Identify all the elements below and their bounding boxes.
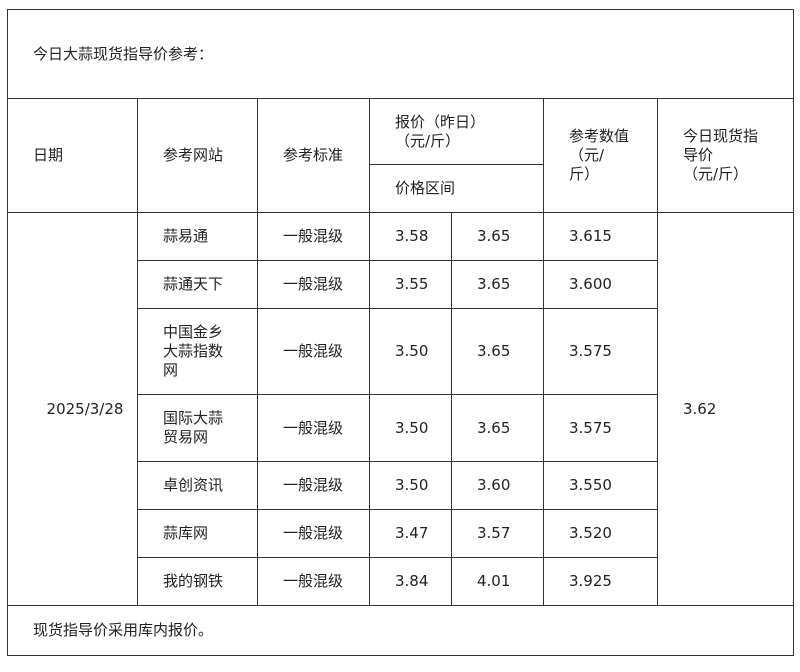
header-quote: 报价（昨日） （元/斤） (369, 98, 544, 165)
table-row: 中国金乡 大蒜指数 网 一般混级 3.50 3.65 3.575 (8, 308, 794, 395)
ref-value-cell: 3.550 (543, 461, 658, 510)
table-footnote: 现货指导价采用库内报价。 (6, 605, 795, 656)
low-price-cell: 3.55 (369, 260, 452, 309)
high-price-cell: 3.57 (451, 509, 544, 558)
low-price-cell: 3.50 (369, 308, 452, 395)
low-price-cell: 3.84 (369, 557, 452, 606)
high-price-cell: 3.60 (451, 461, 544, 510)
table-row: 卓创资讯 一般混级 3.50 3.60 3.550 (8, 461, 794, 510)
site-cell: 蒜易通 (137, 212, 258, 261)
site-cell: 蒜通天下 (137, 260, 258, 309)
low-price-cell: 3.47 (369, 509, 452, 558)
site-cell: 我的钢铁 (137, 557, 258, 606)
standard-cell: 一般混级 (257, 394, 370, 462)
guide-price-cell: 3.62 (656, 212, 795, 606)
standard-cell: 一般混级 (257, 212, 370, 261)
site-cell: 蒜库网 (137, 509, 258, 558)
table-row: 蒜通天下 一般混级 3.55 3.65 3.600 (8, 260, 794, 309)
ref-value-cell: 3.520 (543, 509, 658, 558)
site-cell: 卓创资讯 (137, 461, 258, 510)
low-price-cell: 3.58 (369, 212, 452, 261)
high-price-cell: 3.65 (451, 260, 544, 309)
table-row: 国际大蒜 贸易网 一般混级 3.50 3.65 3.575 (8, 394, 794, 462)
standard-cell: 一般混级 (257, 308, 370, 395)
header-ref-value: 参考数值 （元/ 斤） (543, 98, 658, 213)
table-row: 2025/3/28 蒜易通 一般混级 3.58 3.65 3.615 3.62 (7, 212, 795, 606)
low-price-cell: 3.50 (369, 394, 452, 462)
header-guide-price: 今日现货指 导价 （元/斤） (656, 98, 795, 213)
header-price-range: 价格区间 (369, 164, 544, 213)
standard-cell: 一般混级 (257, 509, 370, 558)
table-title: 今日大蒜现货指导价参考： (6, 9, 795, 99)
high-price-cell: 4.01 (451, 557, 544, 606)
ref-value-cell: 3.575 (543, 308, 658, 395)
site-cell: 国际大蒜 贸易网 (137, 394, 258, 462)
high-price-cell: 3.65 (451, 394, 544, 462)
price-table: 今日大蒜现货指导价参考： 日期 参考网站 参考标准 报价（昨日） （元/斤） 参… (6, 9, 795, 656)
standard-cell: 一般混级 (257, 461, 370, 510)
standard-cell: 一般混级 (257, 260, 370, 309)
high-price-cell: 3.65 (451, 308, 544, 395)
ref-value-cell: 3.615 (543, 212, 658, 261)
header-date: 日期 (7, 98, 138, 213)
ref-value-cell: 3.600 (543, 260, 658, 309)
site-cell: 中国金乡 大蒜指数 网 (137, 308, 258, 395)
date-cell: 2025/3/28 (7, 212, 138, 606)
ref-value-cell: 3.925 (543, 557, 658, 606)
header-standard: 参考标准 (257, 98, 370, 213)
ref-value-cell: 3.575 (543, 394, 658, 462)
header-site: 参考网站 (137, 98, 258, 213)
low-price-cell: 3.50 (369, 461, 452, 510)
table-row: 我的钢铁 一般混级 3.84 4.01 3.925 (8, 557, 794, 606)
high-price-cell: 3.65 (451, 212, 544, 261)
standard-cell: 一般混级 (257, 557, 370, 606)
